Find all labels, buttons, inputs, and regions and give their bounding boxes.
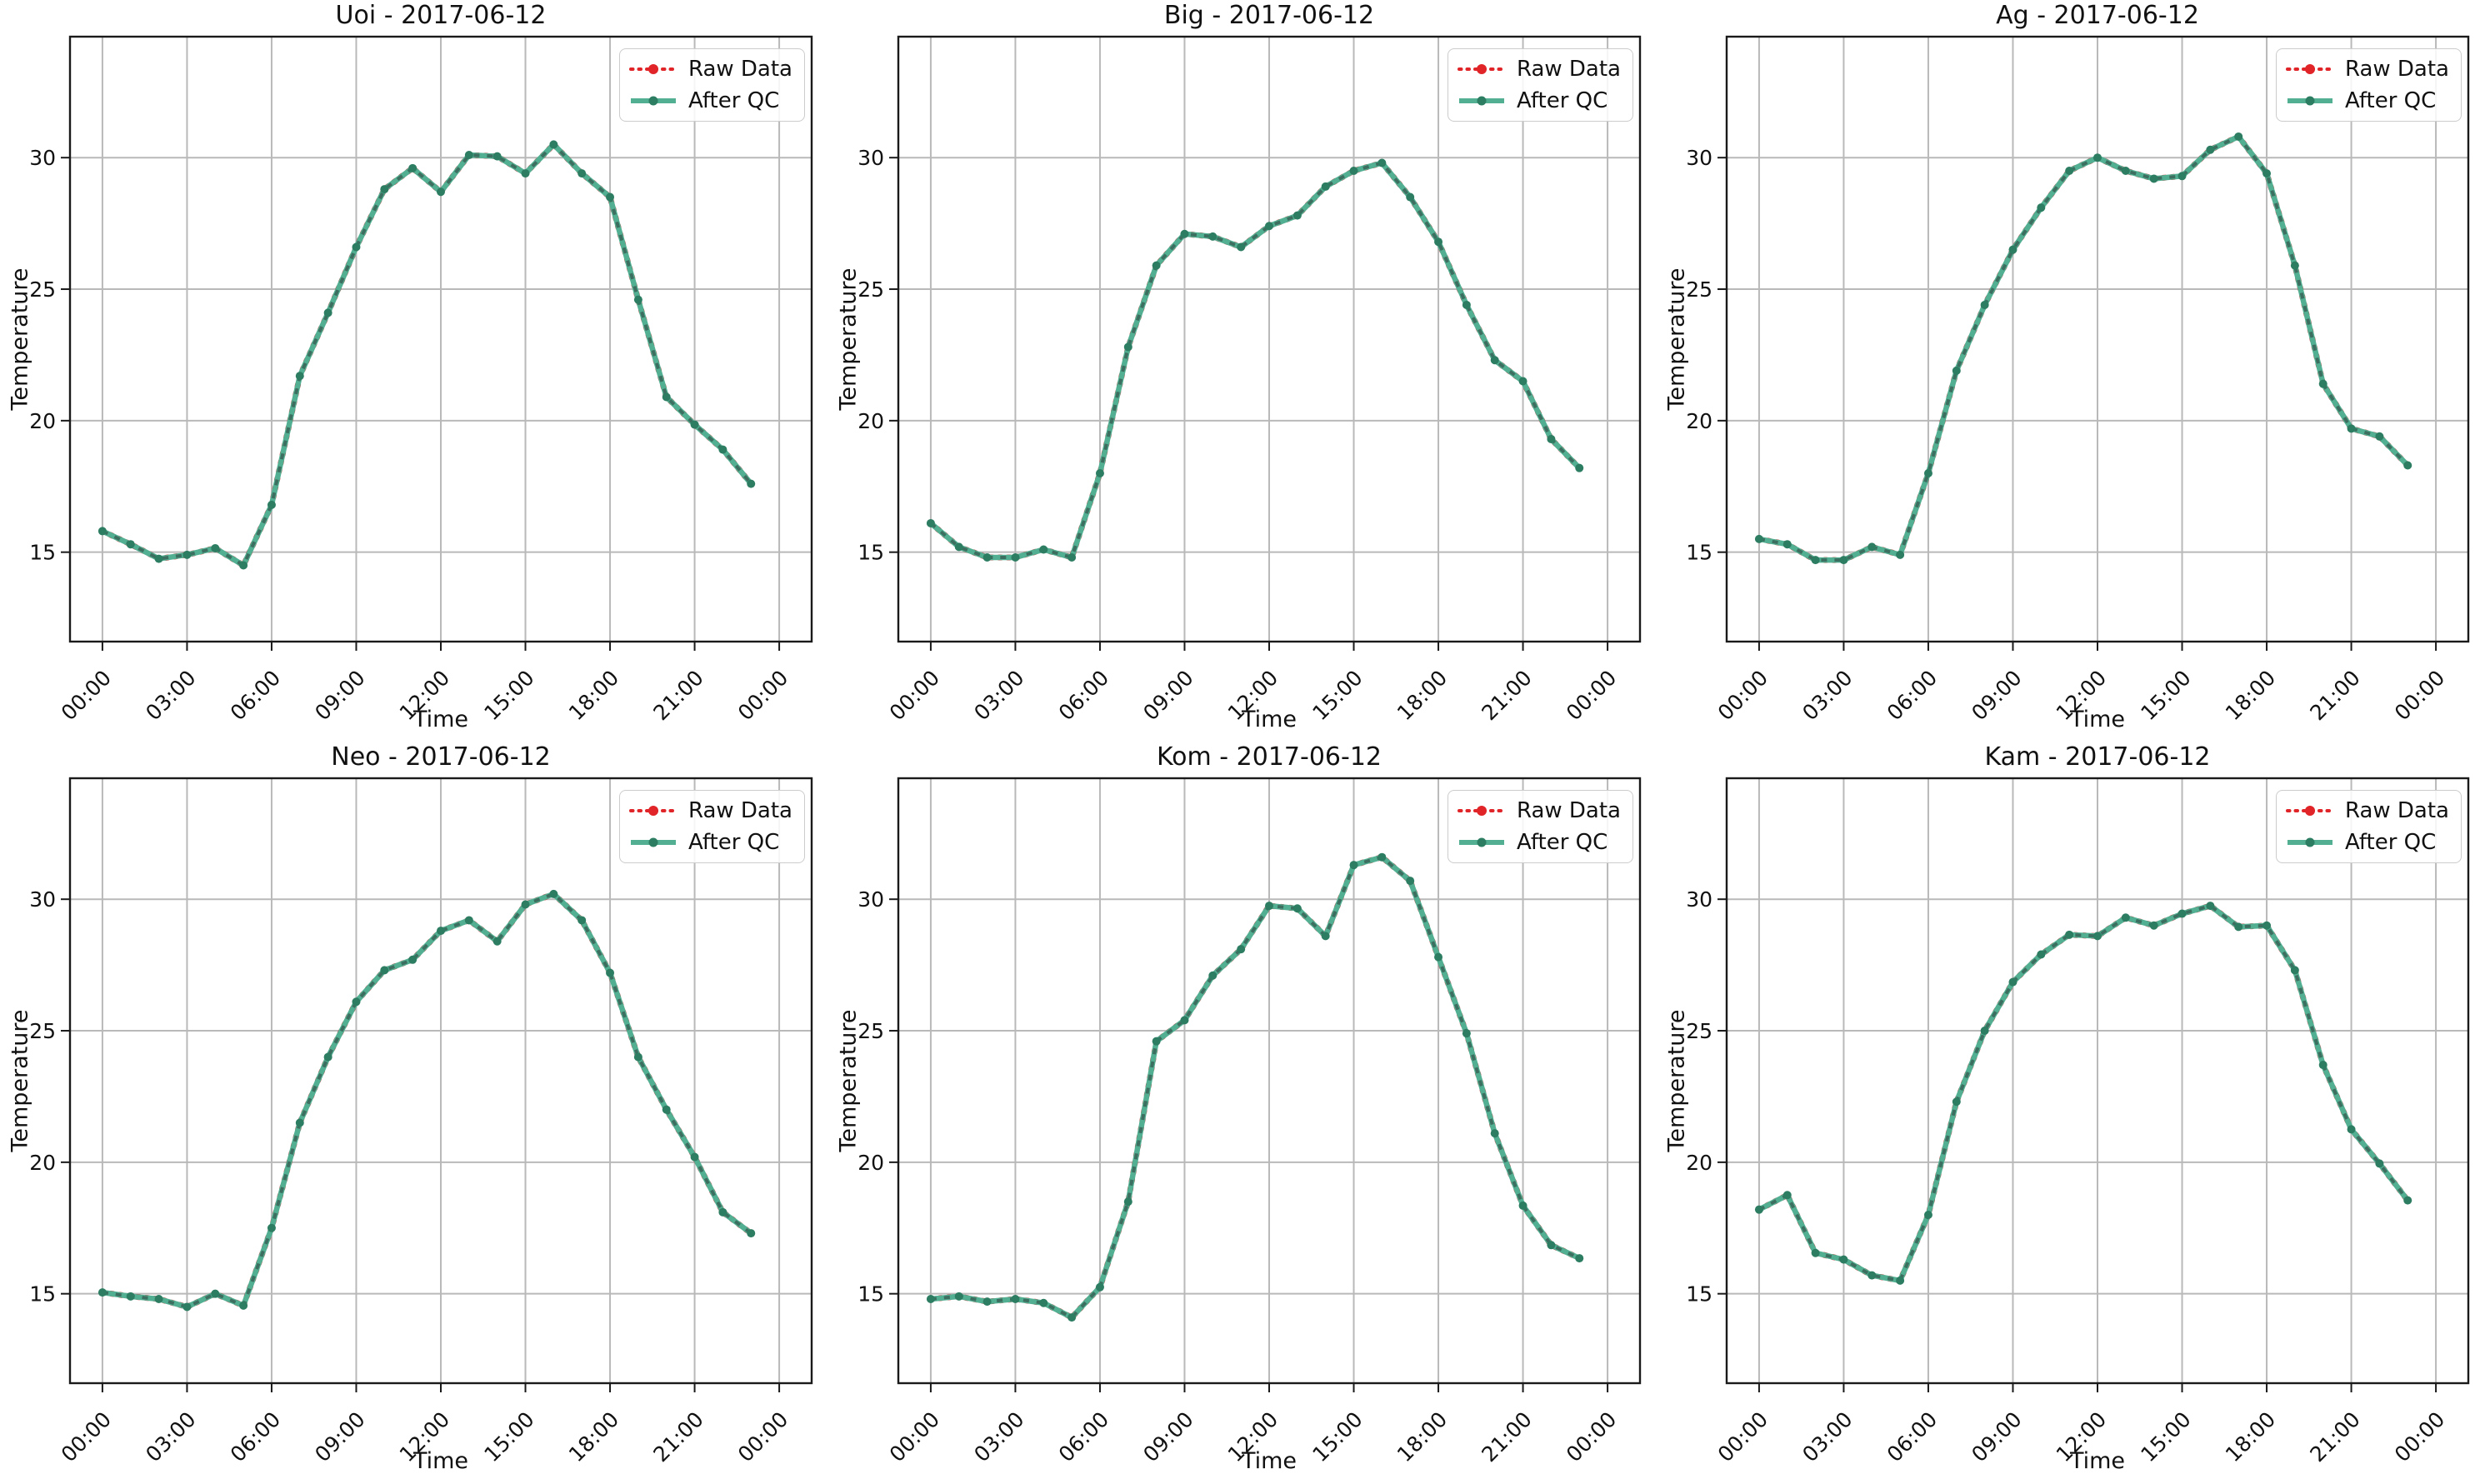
svg-text:30: 30 — [858, 887, 884, 912]
plot-area: 00:00 03:00 06:00 09:00 12:00 15:00 18:00 21:00… — [858, 35, 1642, 725]
legend-label-qc: After QC — [2344, 830, 2437, 855]
legend-label-qc: After QC — [1516, 830, 1608, 855]
svg-text:15: 15 — [858, 541, 884, 565]
svg-text:30: 30 — [29, 146, 56, 170]
subplot-title: Neo - 2017-06-12 — [331, 742, 551, 772]
subplot-kom: Kom - 2017-06-12 00:00 03:00 06:00 09:00 12:… — [828, 742, 1657, 1483]
legend: Raw Data After QC — [1447, 48, 1633, 122]
legend-label-qc: After QC — [688, 830, 780, 855]
legend-label-raw: Raw Data — [688, 798, 792, 823]
legend-row-after-qc: After QC — [629, 830, 792, 855]
raw-data-line-swatch — [2285, 64, 2334, 74]
legend-row-raw-data: Raw Data — [2285, 798, 2449, 823]
svg-text:30: 30 — [29, 887, 56, 912]
legend: Raw Data After QC — [1447, 790, 1633, 863]
legend-row-raw-data: Raw Data — [1457, 57, 1621, 82]
legend-row-raw-data: Raw Data — [628, 57, 792, 82]
x-axis-label: Time — [412, 707, 469, 732]
svg-text:30: 30 — [858, 146, 884, 170]
svg-text:15: 15 — [1686, 541, 1712, 565]
svg-text:25: 25 — [1686, 1019, 1712, 1043]
svg-text:15: 15 — [858, 1282, 884, 1307]
svg-text:20: 20 — [1686, 1151, 1712, 1175]
svg-text:25: 25 — [1686, 277, 1712, 302]
subplot-neo: Neo - 2017-06-12 00:00 03:00 06:00 09:00 12:… — [0, 742, 828, 1483]
legend-row-raw-data: Raw Data — [628, 798, 792, 823]
subplot-kam: Kam - 2017-06-12 00:00 03:00 06:00 09:00 12:… — [1657, 742, 2485, 1483]
svg-text:15: 15 — [29, 1282, 56, 1307]
raw-data-line-swatch — [628, 806, 678, 816]
svg-text:15: 15 — [29, 541, 56, 565]
legend-label-qc: After QC — [688, 88, 780, 113]
legend: Raw Data After QC — [2275, 790, 2462, 863]
after-qc-line-swatch — [2287, 96, 2332, 106]
subplot-title: Big - 2017-06-12 — [1163, 1, 1375, 30]
svg-text:20: 20 — [29, 409, 56, 433]
legend-label-raw: Raw Data — [1516, 798, 1621, 823]
svg-text:20: 20 — [858, 1151, 884, 1175]
x-axis-label: Time — [2069, 1448, 2126, 1474]
subplot-uoi: Uoi - 2017-06-12 00:00 03:00 06:00 09:00 12:… — [0, 0, 828, 742]
raw-data-line-swatch — [1457, 806, 1506, 816]
after-qc-line-swatch — [1458, 96, 1504, 106]
svg-text:25: 25 — [29, 277, 56, 302]
x-axis-label: Time — [2069, 707, 2126, 732]
subplot-big: Big - 2017-06-12 00:00 03:00 06:00 09:00 12:… — [828, 0, 1657, 742]
subplot-title: Uoi - 2017-06-12 — [335, 1, 547, 30]
raw-data-line-swatch — [1457, 64, 1506, 74]
legend-label-raw: Raw Data — [2344, 57, 2449, 82]
svg-text:25: 25 — [858, 1019, 884, 1043]
svg-text:25: 25 — [858, 277, 884, 302]
raw-data-line-swatch — [628, 64, 678, 74]
legend-row-raw-data: Raw Data — [1457, 798, 1621, 823]
y-axis-label: Temperature — [1663, 267, 1690, 411]
legend-label-raw: Raw Data — [688, 57, 792, 82]
after-qc-line-swatch — [1458, 837, 1504, 847]
legend: Raw Data After QC — [618, 790, 805, 863]
x-axis-label: Time — [412, 1448, 469, 1474]
svg-text:30: 30 — [1686, 887, 1712, 912]
legend-row-after-qc: After QC — [1458, 88, 1621, 113]
svg-text:15: 15 — [1686, 1282, 1712, 1307]
legend-label-qc: After QC — [1516, 88, 1608, 113]
legend: Raw Data After QC — [618, 48, 805, 122]
plot-area: 00:00 03:00 06:00 09:00 12:00 15:00 18:00 21:00… — [1686, 777, 2470, 1467]
svg-text:20: 20 — [1686, 409, 1712, 433]
plot-area: 00:00 03:00 06:00 09:00 12:00 15:00 18:00 21:00… — [1686, 35, 2470, 725]
y-axis-label: Temperature — [7, 1009, 33, 1152]
legend-label-raw: Raw Data — [1516, 57, 1621, 82]
after-qc-line-swatch — [630, 837, 676, 847]
y-axis-label: Temperature — [835, 1009, 862, 1152]
y-axis-label: Temperature — [7, 267, 33, 411]
legend-label-qc: After QC — [2344, 88, 2437, 113]
x-axis-label: Time — [1241, 1448, 1298, 1474]
legend-row-after-qc: After QC — [629, 88, 792, 113]
plot-area: 00:00 03:00 06:00 09:00 12:00 15:00 18:00 21:00… — [29, 777, 813, 1467]
plot-area: 00:00 03:00 06:00 09:00 12:00 15:00 18:00 21:00… — [858, 777, 1642, 1467]
y-axis-label: Temperature — [835, 267, 862, 411]
svg-text:25: 25 — [29, 1019, 56, 1043]
legend-row-after-qc: After QC — [1458, 830, 1621, 855]
legend-label-raw: Raw Data — [2344, 798, 2449, 823]
legend-row-after-qc: After QC — [2286, 830, 2449, 855]
svg-text:20: 20 — [858, 409, 884, 433]
svg-text:30: 30 — [1686, 146, 1712, 170]
legend-row-after-qc: After QC — [2286, 88, 2449, 113]
subplot-title: Kom - 2017-06-12 — [1157, 742, 1382, 772]
x-axis-label: Time — [1241, 707, 1298, 732]
after-qc-line-swatch — [630, 96, 676, 106]
after-qc-line-swatch — [2287, 837, 2332, 847]
subplot-title: Kam - 2017-06-12 — [1984, 742, 2211, 772]
legend-row-raw-data: Raw Data — [2285, 57, 2449, 82]
plot-area: 00:00 03:00 06:00 09:00 12:00 15:00 18:00 21:00… — [29, 35, 813, 725]
y-axis-label: Temperature — [1663, 1009, 1690, 1152]
subplot-ag: Ag - 2017-06-12 00:00 03:00 06:00 09:00 12:0… — [1657, 0, 2485, 742]
subplot-title: Ag - 2017-06-12 — [1996, 1, 2199, 30]
raw-data-line-swatch — [2285, 806, 2334, 816]
legend: Raw Data After QC — [2275, 48, 2462, 122]
svg-text:20: 20 — [29, 1151, 56, 1175]
